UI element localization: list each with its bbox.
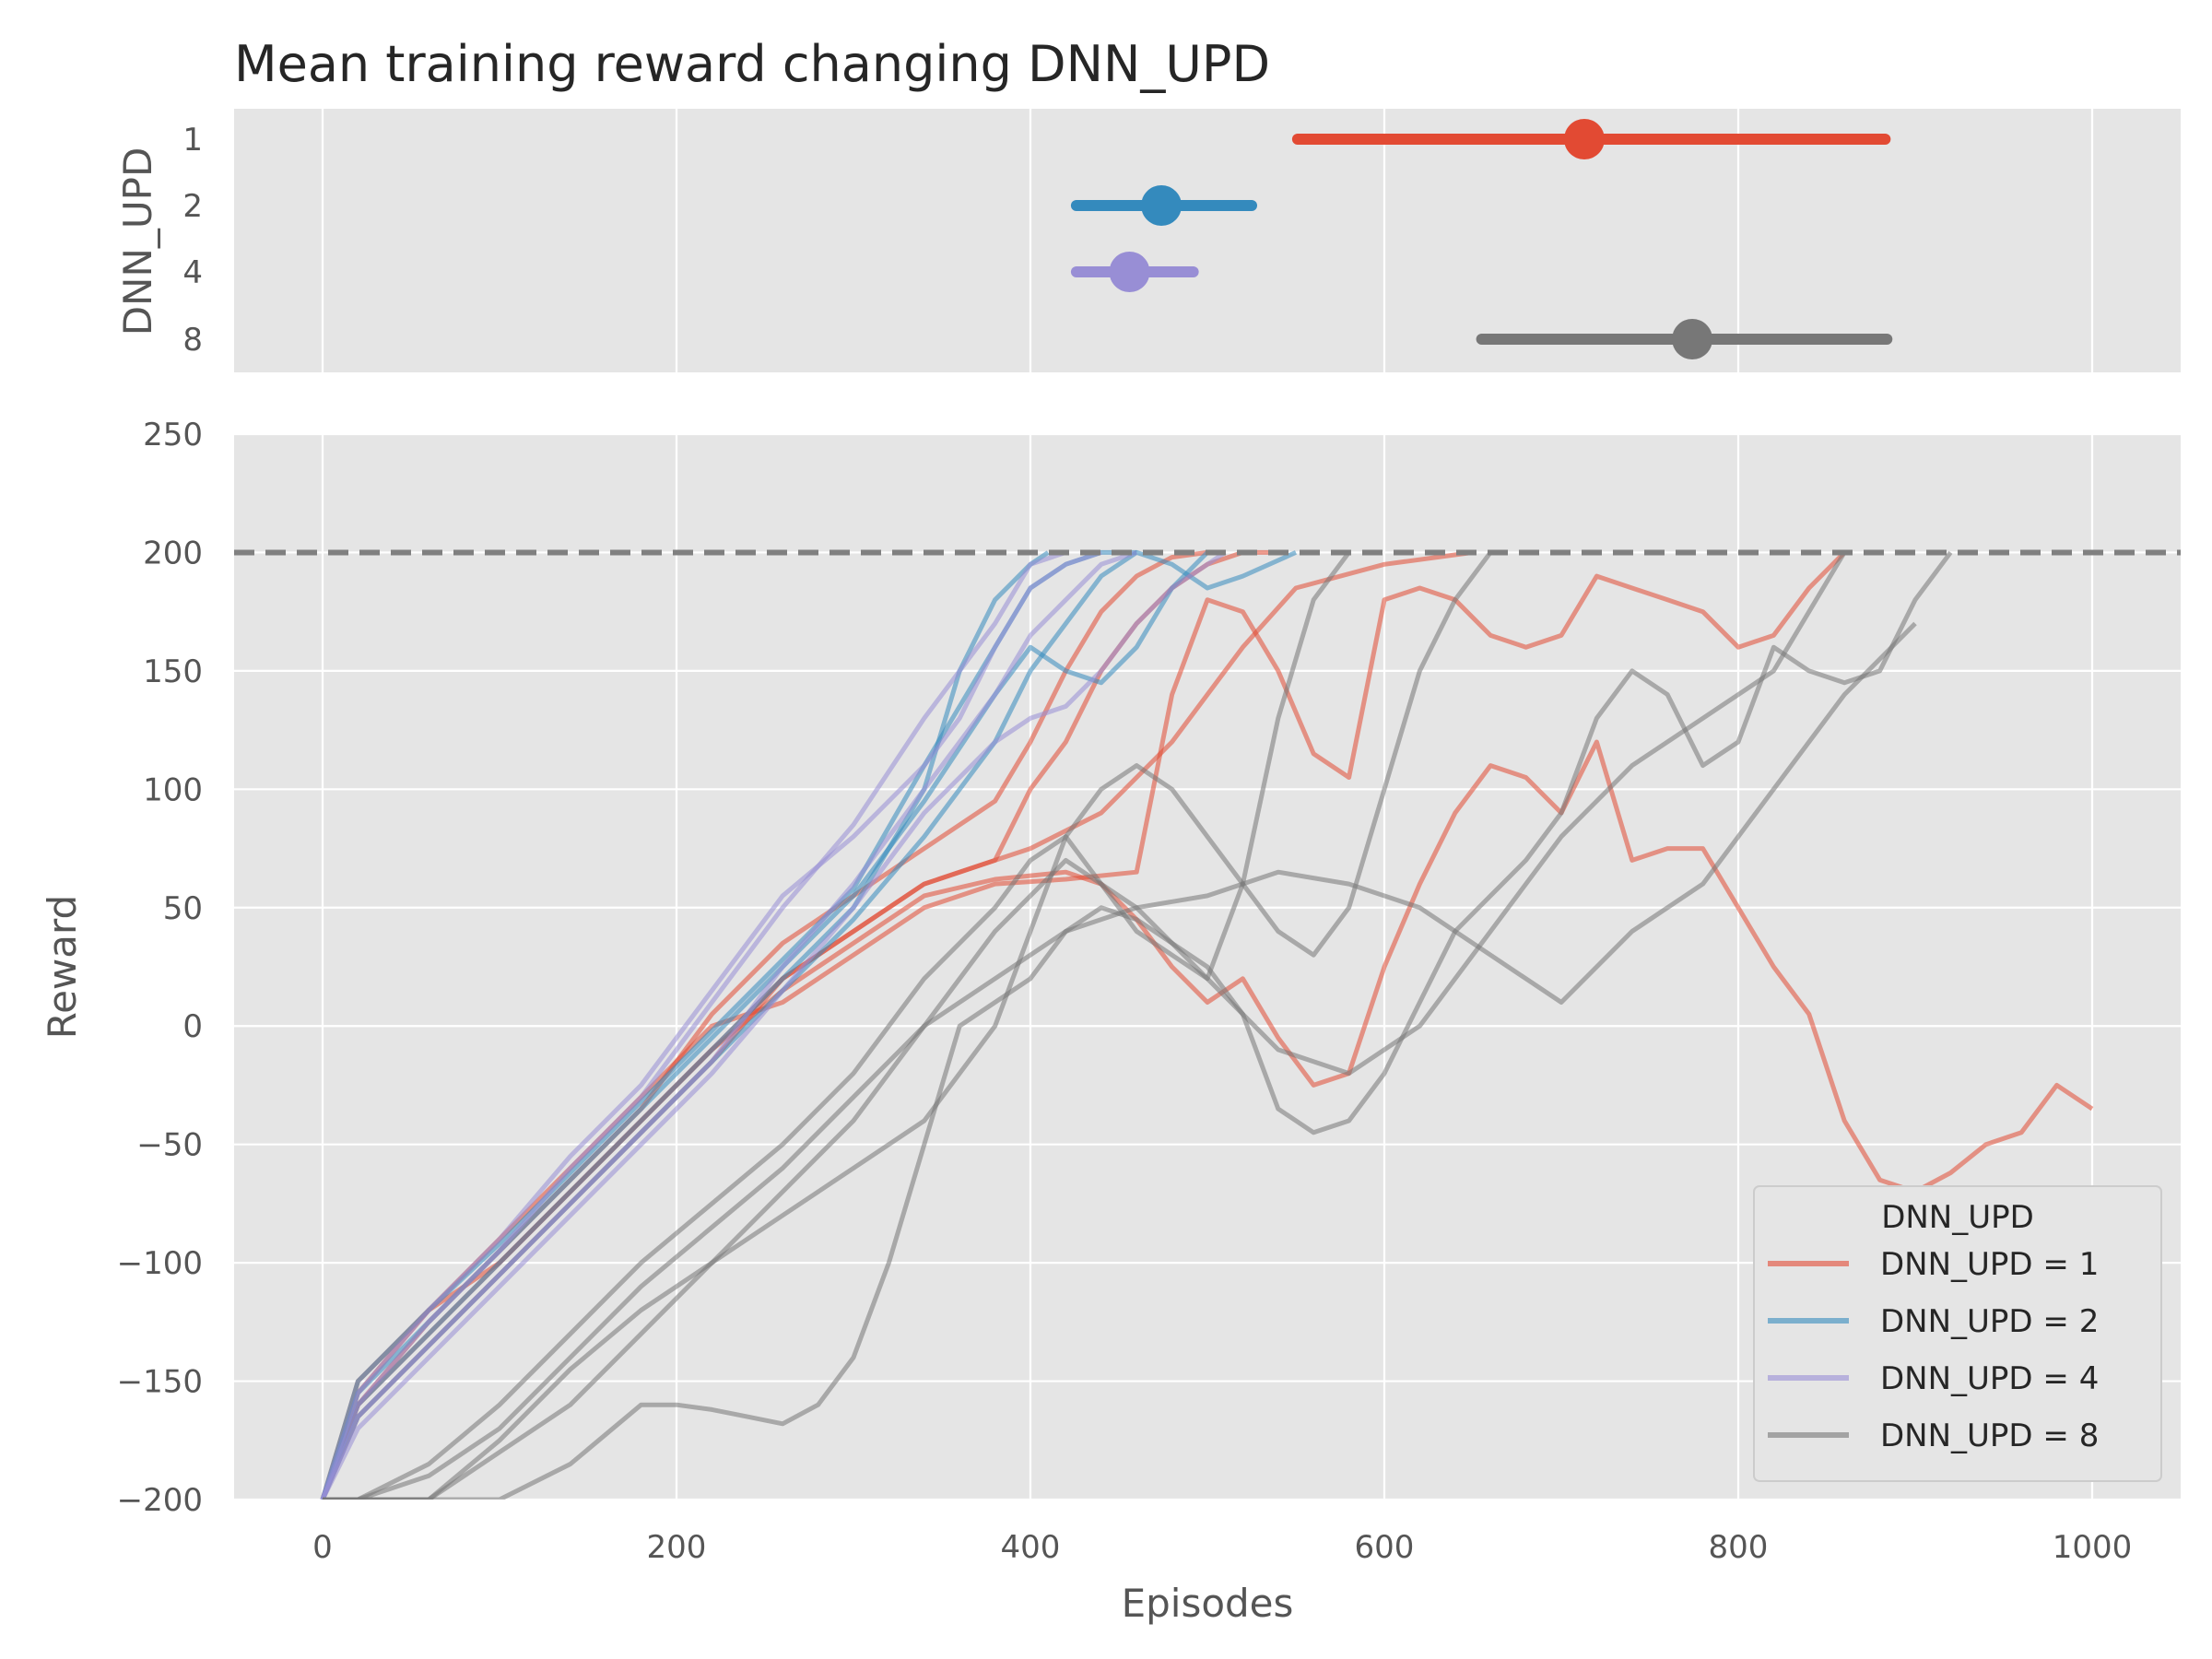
x-axis-label: Episodes [1122, 1581, 1294, 1626]
legend-label: DNN_UPD = 8 [1880, 1418, 2099, 1454]
y-tick-label: −50 [136, 1127, 203, 1164]
interval-tick-label: 4 [182, 254, 203, 291]
reward-lines [320, 549, 2094, 1500]
y-axis-label: Reward [40, 895, 85, 1039]
interval-panel-background [234, 109, 2181, 372]
x-tick-label: 200 [647, 1529, 707, 1566]
y-tick-label: 0 [182, 1008, 203, 1045]
x-tick-label: 600 [1355, 1529, 1415, 1566]
y-tick-label: 100 [143, 771, 203, 808]
interval-point-2 [1141, 185, 1182, 226]
series-line-dnn_upd-8-run-2 [323, 550, 1493, 1500]
reward-panel: 0 200 400 600 800 1000 −200 −150 −100 −50 0 50 100 1… [40, 417, 2181, 1626]
series-line-dnn_upd-8-run-3 [323, 551, 1847, 1500]
interval-tick-label: 2 [182, 188, 203, 225]
interval-tick-label: 8 [182, 322, 203, 359]
x-tick-label: 1000 [2053, 1529, 2133, 1566]
interval-y-ticks: 1 2 4 8 [182, 122, 203, 359]
series-line-dnn_upd-1-run-5 [320, 739, 2094, 1500]
interval-point-8 [1672, 319, 1713, 359]
y-tick-label: 200 [143, 535, 203, 571]
interval-point-1 [1563, 119, 1605, 159]
series-line-dnn_upd-8-run-5 [323, 621, 1917, 1500]
interval-marks [1070, 119, 1893, 359]
legend-label: DNN_UPD = 1 [1880, 1246, 2099, 1283]
series-line-dnn_upd-1-run-4 [320, 550, 1846, 1500]
series-line-dnn_upd-4-run-4 [320, 550, 1102, 1500]
interval-tick-label: 1 [182, 122, 203, 159]
y-tick-label: 150 [143, 653, 203, 690]
series-line-dnn_upd-4-run-3 [320, 550, 1227, 1500]
y-tick-label: −150 [117, 1364, 203, 1401]
x-ticks: 0 200 400 600 800 1000 [312, 1529, 2132, 1566]
legend-label: DNN_UPD = 2 [1880, 1303, 2099, 1340]
legend-label: DNN_UPD = 4 [1880, 1360, 2099, 1397]
interval-y-axis-label: DNN_UPD [115, 147, 160, 336]
interval-panel-grid [321, 109, 2094, 372]
legend-box [1753, 1185, 2162, 1482]
series-line-dnn_upd-8-run-1 [323, 550, 1351, 1500]
x-tick-label: 400 [1001, 1529, 1061, 1566]
y-tick-label: −100 [117, 1245, 203, 1282]
interval-point-4 [1109, 252, 1150, 292]
series-line-dnn_upd-4-run-2 [320, 550, 1137, 1500]
y-tick-label: −200 [117, 1482, 203, 1519]
interval-panel: 1 2 4 8 DNN_UPD [115, 109, 2181, 372]
series-line-dnn_upd-4-run-1 [320, 550, 1067, 1500]
legend-entries: DNN_UPD = 1 DNN_UPD = 2 DNN_UPD = 4 DNN_UPD… [1768, 1246, 2099, 1454]
y-tick-label: 250 [143, 417, 203, 453]
series-line-dnn_upd-8-run-4 [323, 550, 1953, 1500]
x-tick-label: 0 [312, 1529, 333, 1566]
x-tick-label: 800 [1709, 1529, 1769, 1566]
chart-title: Mean training reward changing DNN_UPD [234, 35, 1270, 93]
y-tick-label: 50 [163, 890, 203, 927]
legend-title: DNN_UPD [1881, 1199, 2034, 1236]
y-ticks: −200 −150 −100 −50 0 50 100 150 200 250 [117, 417, 203, 1519]
